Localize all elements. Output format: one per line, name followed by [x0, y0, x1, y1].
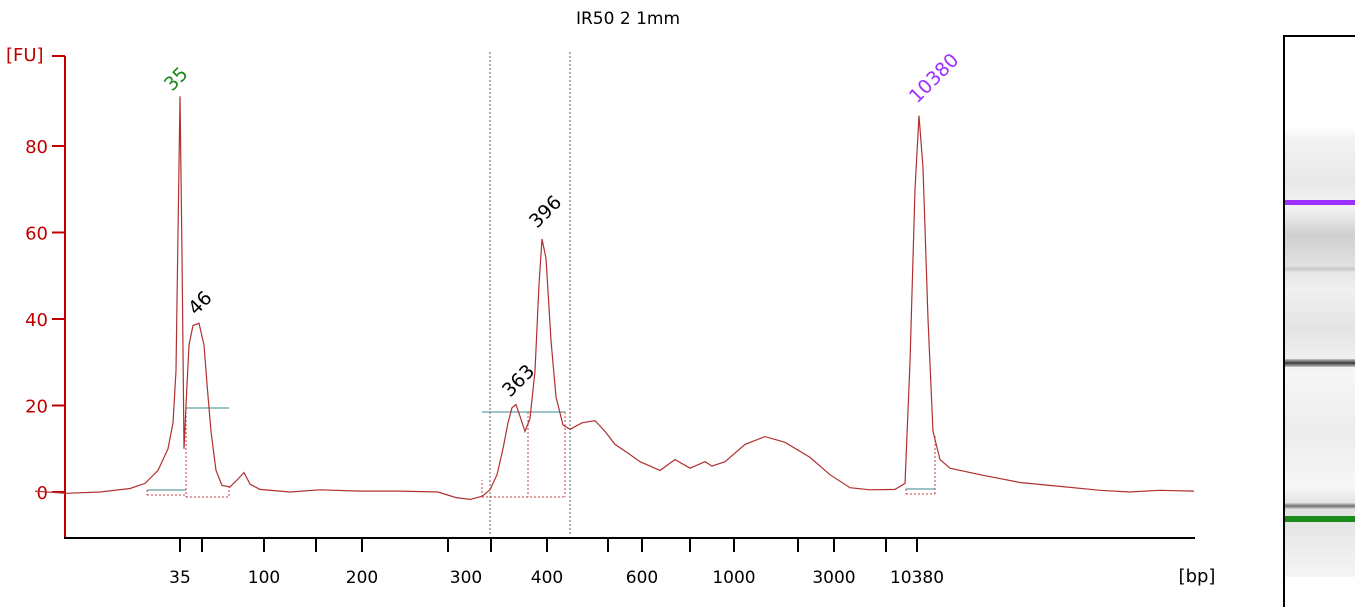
axes	[52, 55, 1195, 539]
y-tick-label-40: 40	[25, 310, 48, 331]
gel-lane	[1285, 127, 1355, 577]
peak-label-396: 396	[525, 191, 566, 232]
y-ticks: 0 20 40 60 80	[25, 137, 65, 504]
x-tick-label-200: 200	[346, 568, 378, 588]
peak-label-46: 46	[184, 287, 217, 320]
x-tick-label-35: 35	[169, 568, 191, 588]
x-tick-label-400: 400	[531, 568, 563, 588]
x-tick-label-10380: 10380	[890, 568, 944, 588]
x-tick-label-600: 600	[626, 568, 658, 588]
y-axis-label: [FU]	[6, 45, 44, 66]
x-ticks: 35 100 200 300 400 600 1000 3000 10380	[169, 538, 944, 588]
gel-band-396	[1285, 359, 1355, 367]
gel-band-lower-marker	[1285, 516, 1355, 522]
peak-baselines	[147, 407, 935, 491]
series-trace	[34, 96, 1195, 501]
y-tick-label-60: 60	[25, 224, 48, 245]
x-tick-label-3000: 3000	[812, 568, 855, 588]
y-tick-label-0: 0	[37, 483, 48, 504]
peak-boundaries	[146, 408, 936, 498]
region-markers	[489, 52, 571, 536]
peak-labels: 35 46 363 396 10380	[160, 49, 963, 401]
peak-label-10380: 10380	[905, 49, 963, 107]
x-tick-label-1000: 1000	[712, 568, 755, 588]
x-tick-label-100: 100	[248, 568, 280, 588]
gel-band-46	[1285, 503, 1355, 509]
gel-band-smear	[1285, 266, 1355, 272]
x-axis-label: [bp]	[1179, 566, 1216, 587]
gel-image	[1283, 35, 1355, 607]
y-tick-label-80: 80	[25, 137, 48, 158]
x-tick-label-300: 300	[450, 568, 482, 588]
peak-label-35: 35	[160, 63, 193, 96]
gel-band-upper-marker	[1285, 200, 1355, 205]
chart-title: IR50 2 1mm	[576, 9, 680, 29]
y-tick-label-20: 20	[25, 397, 48, 418]
